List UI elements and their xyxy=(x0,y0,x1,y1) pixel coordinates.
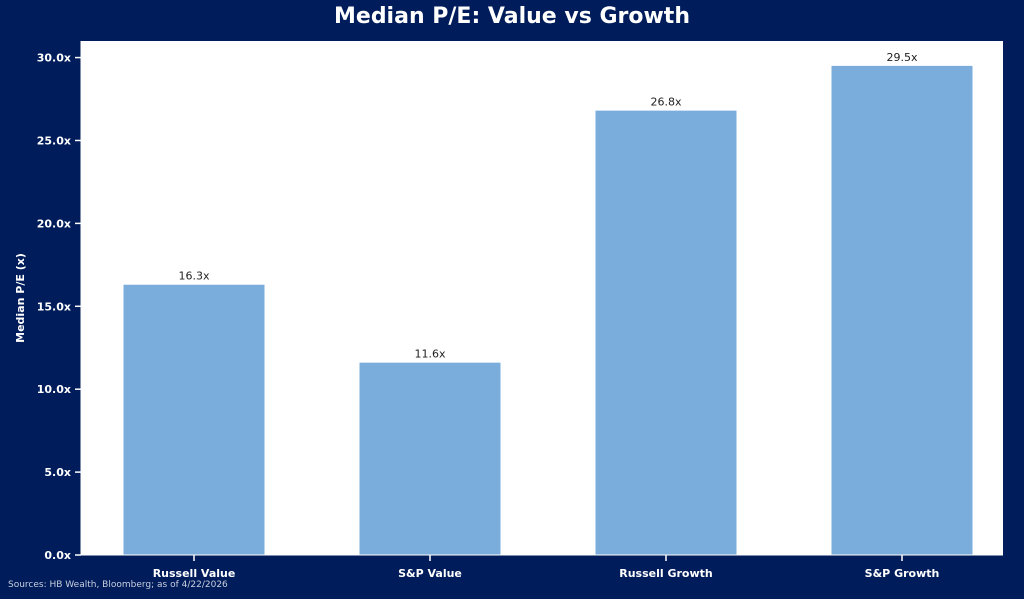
data-label: 16.3x xyxy=(178,270,209,283)
bar xyxy=(359,362,501,555)
y-tick-label: 0.0x xyxy=(44,549,71,562)
data-label: 29.5x xyxy=(886,51,917,64)
y-tick-label: 15.0x xyxy=(37,300,71,313)
x-tick-label: Russell Value xyxy=(153,567,236,580)
y-axis-label: Median P/E (x) xyxy=(14,253,27,343)
source-note: Sources: HB Wealth, Bloomberg; as of 4/2… xyxy=(8,580,228,590)
chart-title: Median P/E: Value vs Growth xyxy=(334,4,690,29)
bar xyxy=(831,65,973,555)
bar xyxy=(595,110,737,556)
y-tick-label: 30.0x xyxy=(37,52,71,65)
x-tick-label: Russell Growth xyxy=(619,567,713,580)
y-tick-label: 10.0x xyxy=(37,383,71,396)
x-tick-label: S&P Value xyxy=(398,567,462,580)
x-tick-label: S&P Growth xyxy=(865,567,940,580)
y-tick-label: 25.0x xyxy=(37,134,71,147)
bar xyxy=(123,284,265,555)
data-label: 11.6x xyxy=(414,348,445,361)
data-label: 26.8x xyxy=(650,96,681,109)
y-tick-label: 20.0x xyxy=(37,217,71,230)
y-tick-label: 5.0x xyxy=(44,466,71,479)
